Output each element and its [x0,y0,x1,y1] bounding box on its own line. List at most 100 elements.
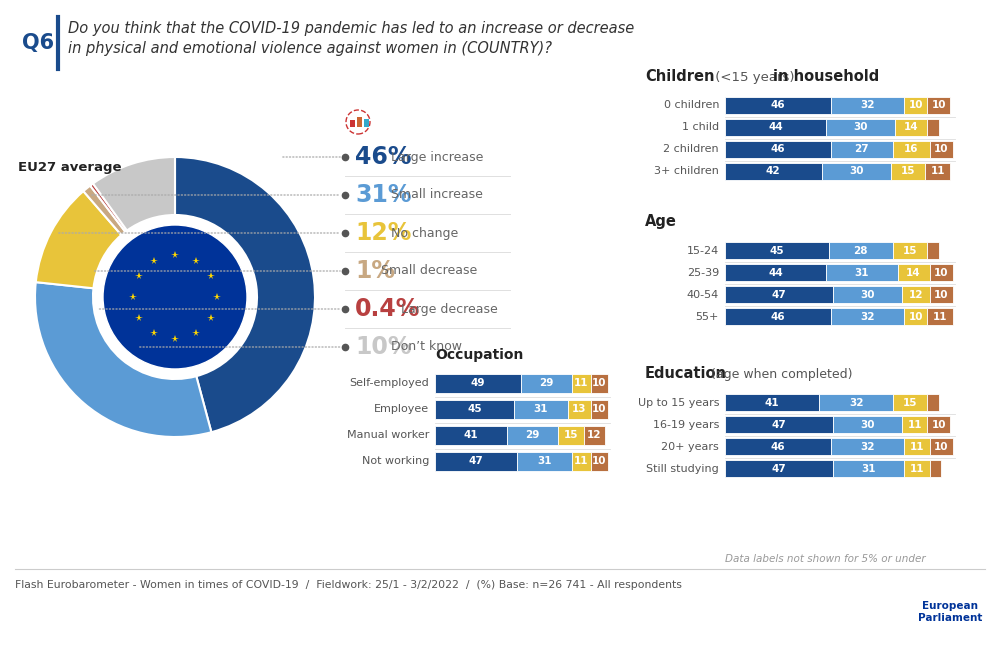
Text: 40-54: 40-54 [687,289,719,299]
Wedge shape [36,191,121,288]
Bar [891,163,925,180]
Text: 20+ years: 20+ years [661,442,719,452]
Text: 15: 15 [901,167,915,177]
Text: 45: 45 [769,245,784,255]
Text: 10: 10 [934,145,948,155]
Bar [822,163,891,180]
Bar [927,416,950,433]
Text: 0 children: 0 children [664,101,719,111]
Text: 15: 15 [903,245,917,255]
Text: 31: 31 [855,267,869,277]
Text: 1%: 1% [355,259,395,283]
Bar [725,141,831,158]
Text: 47: 47 [469,456,484,466]
Bar [893,141,930,158]
Bar [893,242,927,259]
Text: 44: 44 [768,267,783,277]
Text: Still studying: Still studying [646,464,719,474]
Wedge shape [83,185,125,235]
Text: 10: 10 [934,442,948,452]
Bar [927,97,950,114]
Bar [364,119,369,127]
Text: 30: 30 [849,167,863,177]
Text: 10: 10 [592,404,607,414]
Circle shape [93,215,257,379]
Bar [521,374,572,393]
Bar [831,97,904,114]
Bar [725,264,826,281]
Text: 47: 47 [772,289,786,299]
Text: Flash Eurobarometer - Women in times of COVID-19  /  Fieldwork: 25/1 - 3/2/2022 : Flash Eurobarometer - Women in times of … [15,580,682,590]
Bar [831,141,893,158]
Bar [591,452,608,471]
Bar [558,426,584,445]
Text: 11: 11 [574,456,588,466]
Bar [904,97,927,114]
Bar [584,426,605,445]
Text: (age when completed): (age when completed) [707,368,852,381]
Wedge shape [90,183,127,231]
Text: Age: Age [645,214,677,229]
Text: 31: 31 [537,456,552,466]
Wedge shape [35,282,211,437]
Text: Up to 15 years: Up to 15 years [638,398,719,408]
Text: Large decrease: Large decrease [401,303,498,315]
Text: 46: 46 [771,442,785,452]
Text: 30: 30 [860,420,875,430]
Text: 11: 11 [933,311,947,321]
Text: Occupation: Occupation [435,348,523,362]
Wedge shape [175,157,315,432]
Bar [833,286,902,303]
Wedge shape [93,157,175,231]
Text: Manual worker: Manual worker [347,430,429,440]
Bar [904,460,930,477]
Text: 10: 10 [934,289,948,299]
Bar [507,426,558,445]
Text: Not working: Not working [362,456,429,466]
Text: 32: 32 [860,442,875,452]
Text: 10: 10 [909,101,923,111]
Bar [725,97,831,114]
Text: (<15 years): (<15 years) [711,71,799,84]
Text: 31%: 31% [355,183,412,207]
Text: 31: 31 [534,404,548,414]
Text: 16-19 years: 16-19 years [653,420,719,430]
Text: Do you think that the COVID-19 pandemic has led to an increase or decrease: Do you think that the COVID-19 pandemic … [68,21,634,37]
Bar [930,286,953,303]
Bar [826,264,898,281]
Text: 42: 42 [766,167,781,177]
Text: 46: 46 [771,145,785,155]
Text: 49: 49 [471,378,485,388]
Bar [930,460,941,477]
Text: 10%: 10% [355,335,412,359]
Text: 11: 11 [908,420,922,430]
Bar [927,308,953,325]
Bar [591,374,608,393]
Text: 11: 11 [930,167,945,177]
Bar [572,374,591,393]
Bar [725,438,831,455]
Text: 15: 15 [903,398,917,408]
Text: 45: 45 [467,404,482,414]
Bar [725,460,833,477]
Bar [904,438,930,455]
Text: Don’t know: Don’t know [391,340,462,354]
Text: 32: 32 [860,311,875,321]
Bar [930,141,953,158]
Text: Education: Education [645,366,727,381]
Text: in household: in household [773,69,879,84]
Bar [893,394,927,411]
Text: 1 child: 1 child [682,123,719,133]
Text: 44: 44 [768,123,783,133]
Bar [591,400,608,419]
Text: 12: 12 [909,289,923,299]
Text: 28: 28 [853,245,868,255]
Text: in physical and emotional violence against women in (COUNTRY)?: in physical and emotional violence again… [68,41,552,57]
Bar [895,119,927,136]
Text: 32: 32 [860,101,875,111]
Text: 27: 27 [855,145,869,155]
Bar [725,119,826,136]
Text: 31: 31 [862,464,876,474]
Text: 47: 47 [772,464,786,474]
Text: 16: 16 [904,145,919,155]
